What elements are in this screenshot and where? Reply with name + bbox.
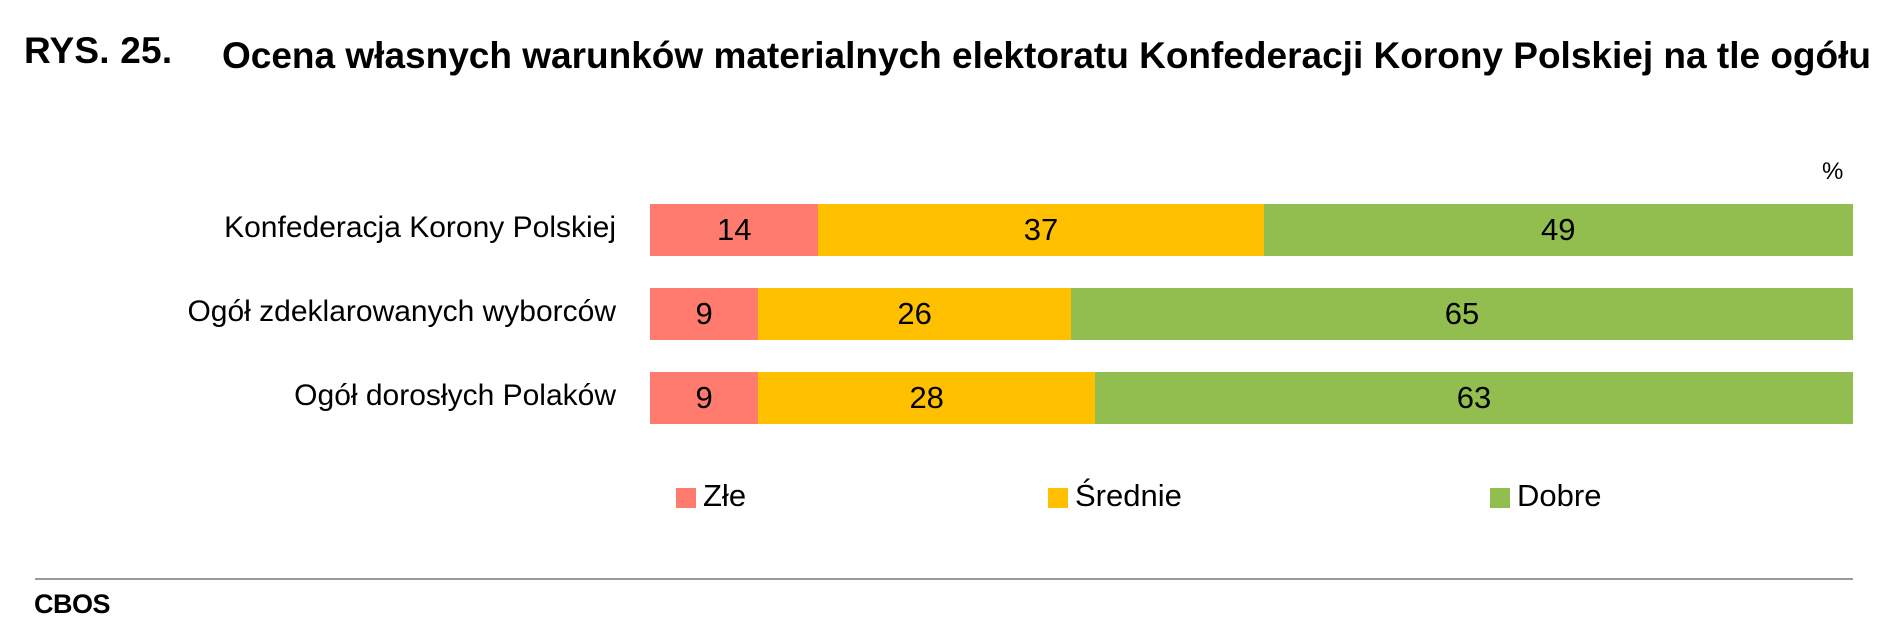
chart-title: Ocena własnych warunków materialnych ele… <box>222 35 1872 76</box>
row-label-kkp: Konfederacja Korony Polskiej <box>224 211 616 244</box>
bar-segment-srednie: 28 <box>758 372 1096 424</box>
figure-number: RYS. 25. <box>24 30 173 71</box>
legend-label: Średnie <box>1075 478 1182 513</box>
row-label-polacy: Ogół dorosłych Polaków <box>294 379 616 412</box>
bar-segment-zle: 9 <box>650 372 759 424</box>
bar-segment-srednie: 26 <box>758 288 1072 340</box>
legend-label: Dobre <box>1517 478 1602 513</box>
footer-divider <box>35 578 1853 580</box>
legend-item-srednie: Średnie <box>1048 478 1182 514</box>
legend-swatch-icon <box>1490 488 1510 508</box>
row-label-wyborcy: Ogół zdeklarowanych wyborców <box>187 295 616 328</box>
bar-segment-dobre: 49 <box>1263 204 1853 256</box>
legend-item-dobre: Dobre <box>1490 478 1601 514</box>
bar-segment-zle: 9 <box>650 288 759 340</box>
legend-label: Złe <box>703 478 747 513</box>
legend-swatch-icon <box>1048 488 1068 508</box>
legend-swatch-icon <box>676 488 696 508</box>
bar-segment-zle: 14 <box>650 204 819 256</box>
unit-label: % <box>1822 158 1844 185</box>
bar-row-wyborcy: 9 26 65 <box>650 288 1853 340</box>
legend-item-zle: Złe <box>676 478 746 514</box>
bar-segment-dobre: 63 <box>1095 372 1853 424</box>
bar-row-polacy: 9 28 63 <box>650 372 1853 424</box>
source-label: CBOS <box>34 589 111 619</box>
bar-segment-srednie: 37 <box>818 204 1264 256</box>
bar-segment-dobre: 65 <box>1071 288 1853 340</box>
bar-row-kkp: 14 37 49 <box>650 204 1853 256</box>
